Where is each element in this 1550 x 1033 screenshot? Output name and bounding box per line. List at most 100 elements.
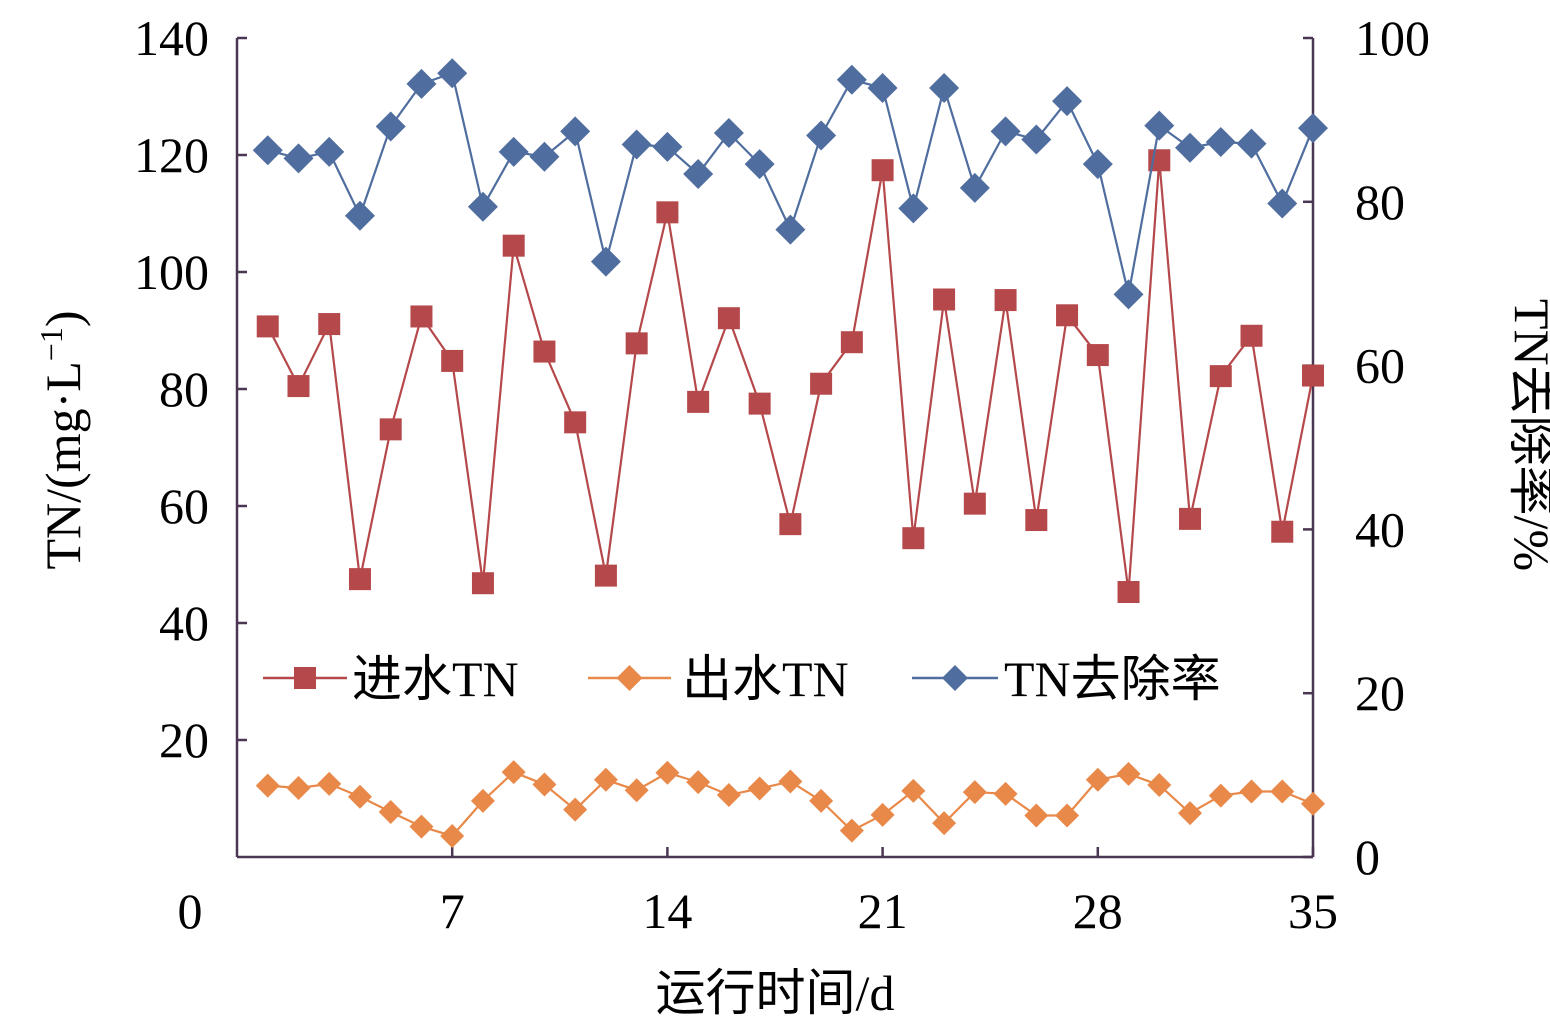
- data-point: [1086, 344, 1109, 367]
- data-point: [441, 349, 464, 372]
- data-point: [1052, 86, 1083, 117]
- y-left-tick-label: 60: [159, 478, 209, 534]
- x-tick-label: 35: [1288, 883, 1338, 939]
- data-point: [840, 331, 863, 354]
- data-point: [564, 411, 587, 434]
- data-point: [686, 770, 711, 795]
- data-point: [1271, 520, 1294, 543]
- y-left-tick-label: 100: [134, 244, 209, 300]
- series-layer: [252, 58, 1328, 848]
- legend-item: 出水TN: [588, 651, 849, 707]
- x-tick-label: 28: [1073, 883, 1123, 939]
- data-point: [375, 111, 406, 142]
- data-point: [1205, 127, 1236, 158]
- data-point: [932, 811, 957, 836]
- data-point: [990, 116, 1021, 147]
- data-point: [994, 289, 1017, 312]
- data-point: [870, 802, 895, 827]
- data-point: [590, 246, 621, 277]
- data-point: [1179, 507, 1202, 530]
- data-point: [687, 390, 710, 413]
- x-tick-label: 14: [642, 883, 692, 939]
- legend-label: TN去除率: [1004, 651, 1221, 707]
- y-axis-left-title-main: TN/(mg·L: [35, 361, 91, 569]
- data-point: [252, 135, 283, 166]
- data-point: [1270, 779, 1295, 804]
- legend-item: 进水TN: [263, 651, 519, 707]
- data-point: [347, 784, 372, 809]
- data-point: [933, 288, 956, 311]
- data-point: [748, 392, 771, 415]
- data-point: [1209, 365, 1232, 388]
- data-point: [624, 778, 649, 803]
- y-right-tick-label: 40: [1355, 501, 1405, 557]
- data-point: [1298, 113, 1328, 144]
- data-point: [255, 773, 280, 798]
- x-tick-label: 21: [858, 883, 908, 939]
- data-point: [929, 72, 960, 103]
- legend-item: TN去除率: [912, 651, 1221, 707]
- data-point: [716, 782, 741, 807]
- data-point: [652, 131, 683, 162]
- data-point: [775, 214, 806, 245]
- data-point: [287, 375, 310, 398]
- y-left-tick-label: 40: [159, 595, 209, 651]
- data-point: [1055, 803, 1080, 828]
- axes: 20 40 60 80 100 120 140 0 0 20 40 60 80 100 7 14 21 28 35: [134, 10, 1430, 939]
- data-point: [348, 568, 371, 591]
- data-point: [283, 143, 314, 174]
- legend-label: 进水TN: [352, 651, 519, 707]
- data-point: [1239, 779, 1264, 804]
- data-point: [959, 172, 990, 203]
- data-point: [1301, 791, 1325, 816]
- y-axis-left-title: TN/(mg·L−1): [33, 311, 91, 570]
- data-point: [867, 72, 898, 103]
- legend-marker: [294, 667, 316, 689]
- data-point: [962, 780, 987, 805]
- legend: 进水TN 出水TN TN去除率: [263, 651, 1221, 707]
- data-point: [471, 572, 494, 595]
- data-point: [437, 58, 468, 89]
- series-line: [267, 71, 1315, 295]
- data-point: [378, 799, 403, 824]
- data-point: [594, 564, 617, 587]
- data-point: [317, 771, 342, 796]
- y-right-tick-label: 20: [1355, 665, 1405, 721]
- data-point: [470, 788, 495, 813]
- data-point: [747, 776, 772, 801]
- data-point: [533, 340, 556, 363]
- data-point: [806, 120, 837, 151]
- data-point: [744, 149, 775, 180]
- data-point: [1117, 580, 1140, 603]
- data-point: [1021, 124, 1052, 155]
- legend-marker: [616, 665, 643, 691]
- y-axis-left-title-sup: −1: [33, 327, 69, 361]
- y-right-tick-label: 60: [1355, 338, 1405, 394]
- data-point: [1056, 304, 1079, 327]
- y-left-tick-label: 20: [159, 712, 209, 768]
- data-point: [318, 313, 341, 336]
- series-3: [252, 58, 1328, 310]
- data-point: [502, 234, 525, 257]
- series-1: [256, 149, 1324, 603]
- legend-marker: [942, 665, 968, 691]
- data-point: [625, 332, 648, 355]
- data-point: [717, 307, 740, 330]
- y-right-tick-label: 80: [1355, 174, 1405, 230]
- y-right-tick-label: 100: [1355, 10, 1430, 66]
- data-point: [993, 781, 1018, 806]
- y-right-tick-label: 0: [1355, 829, 1380, 885]
- data-point: [1236, 128, 1267, 159]
- data-point: [871, 159, 894, 182]
- y-left-tick-label: 80: [159, 361, 209, 417]
- data-point: [1267, 188, 1298, 219]
- data-point: [779, 513, 802, 536]
- data-point: [683, 158, 714, 189]
- data-point: [1113, 279, 1144, 310]
- data-point: [655, 760, 680, 785]
- data-point: [440, 823, 465, 848]
- data-point: [809, 788, 834, 813]
- data-point: [498, 136, 529, 167]
- data-point: [621, 129, 652, 160]
